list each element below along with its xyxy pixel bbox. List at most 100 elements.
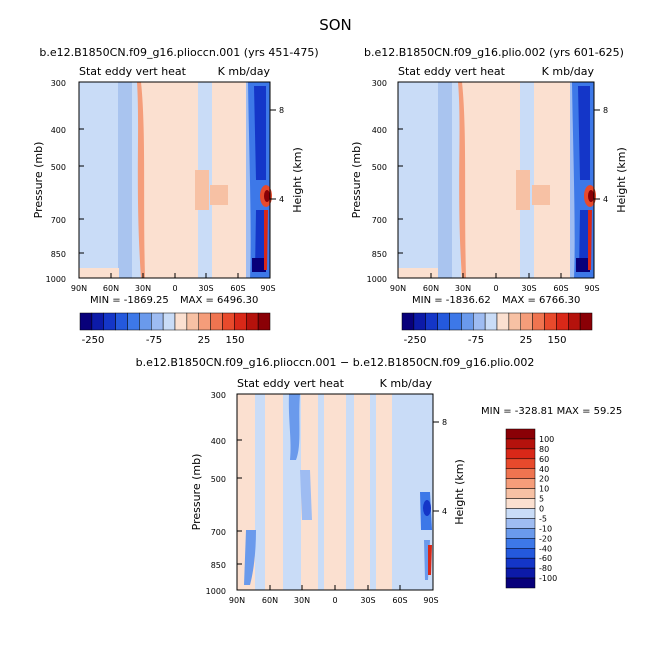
- colorbar-swatch: [505, 488, 536, 499]
- colorbar-swatch: [505, 448, 536, 460]
- field-band: [438, 82, 452, 278]
- y-tick-label: 500: [211, 475, 226, 484]
- panel-3-x-axis: 90N 60N 30N 0 30S 60S 90S: [229, 585, 439, 605]
- colorbar-swatch: [505, 557, 536, 569]
- x-tick-label: 60N: [423, 284, 439, 293]
- colorbar-label: 150: [547, 335, 566, 346]
- panel-3-y-axis: 300 400 500 700 850 1000 Pressure (mb): [190, 391, 242, 596]
- colorbar-swatch: [401, 312, 415, 331]
- colorbar-label: -250: [404, 335, 427, 346]
- panel-2-right-axis: 8 4 Height (km): [594, 106, 628, 213]
- colorbar-swatch: [484, 312, 498, 331]
- panel-2-min-label: MIN = -1836.62: [412, 295, 491, 306]
- field-feature: [264, 190, 270, 202]
- colorbar-swatch: [174, 312, 188, 331]
- season-title: SON: [319, 16, 352, 34]
- colorbar-label: -40: [539, 544, 552, 553]
- colorbar-swatch: [91, 312, 105, 331]
- right-tick-label: 8: [279, 106, 284, 115]
- right-tick-label: 8: [603, 106, 608, 115]
- colorbar-swatch: [505, 508, 536, 519]
- colorbar-label: -100: [539, 574, 557, 583]
- colorbar-swatch: [198, 312, 211, 331]
- colorbar-swatch: [505, 458, 536, 469]
- field-feature: [398, 268, 438, 278]
- panel-2-y-axis: 300 400 500 700 850 1000 Pressure (mb): [350, 79, 403, 284]
- colorbar-label: 20: [539, 475, 549, 484]
- colorbar-swatch: [222, 312, 235, 331]
- x-tick-label: 60S: [392, 596, 407, 605]
- colorbar-swatch: [508, 312, 522, 331]
- field-feature: [588, 210, 592, 270]
- y-tick-label: 300: [211, 391, 226, 400]
- colorbar-swatch: [246, 312, 259, 331]
- field-feature: [264, 210, 268, 270]
- right-axis-label: Height (km): [453, 459, 466, 525]
- colorbar-swatch: [505, 438, 536, 450]
- colorbar-swatch: [505, 498, 536, 509]
- panel-2-subtitle-right: K mb/day: [542, 65, 595, 78]
- colorbar-swatch: [449, 312, 462, 331]
- colorbar-swatch: [162, 312, 176, 331]
- panel-1-min-label: MIN = -1869.25: [90, 295, 169, 306]
- colorbar-swatch: [473, 312, 486, 331]
- field-feature: [254, 86, 266, 180]
- colorbar-swatch: [505, 577, 536, 589]
- field-feature: [288, 394, 300, 460]
- field-feature: [252, 258, 266, 272]
- x-tick-label: 90S: [260, 284, 275, 293]
- colorbar-label: 100: [539, 435, 554, 444]
- x-tick-label: 90N: [71, 284, 87, 293]
- panel-1-subtitle-left: Stat eddy vert heat: [79, 65, 187, 78]
- colorbar-swatch: [505, 428, 536, 440]
- y-tick-label: 1000: [46, 275, 66, 284]
- field-feature: [532, 185, 550, 205]
- field-feature: [423, 500, 431, 516]
- field-band: [534, 82, 570, 278]
- field-feature: [195, 170, 209, 210]
- y-tick-label: 400: [372, 126, 387, 135]
- field-band: [246, 82, 252, 278]
- panel-3-subtitle-left: Stat eddy vert heat: [237, 377, 345, 390]
- x-tick-label: 90N: [390, 284, 406, 293]
- colorbar-swatch: [579, 312, 593, 331]
- colorbar-label: -80: [539, 564, 552, 573]
- x-tick-label: 60N: [103, 284, 119, 293]
- panel-2: b.e12.B1850CN.f09_g16.plio.002 (yrs 601-…: [350, 46, 628, 346]
- field-feature: [588, 190, 594, 202]
- panel-3-colorbar: [505, 428, 536, 589]
- colorbar-label: 80: [539, 445, 549, 454]
- colorbar-swatch: [505, 538, 536, 549]
- colorbar-swatch: [505, 548, 536, 559]
- y-axis-label: Pressure (mb): [32, 142, 45, 219]
- field-band: [453, 82, 461, 278]
- field-feature: [210, 185, 228, 205]
- x-tick-label: 60S: [230, 284, 245, 293]
- colorbar-swatch: [520, 312, 533, 331]
- field-feature: [516, 170, 530, 210]
- colorbar-swatch: [505, 528, 536, 539]
- colorbar-swatch: [103, 312, 116, 331]
- x-tick-label: 0: [332, 596, 337, 605]
- field-feature: [579, 210, 590, 272]
- colorbar-label: 10: [539, 485, 549, 494]
- x-tick-label: 90N: [229, 596, 245, 605]
- field-feature: [137, 82, 145, 278]
- colorbar-swatch: [151, 312, 164, 331]
- field-feature: [255, 210, 266, 272]
- colorbar-swatch: [257, 312, 271, 331]
- colorbar-swatch: [496, 312, 510, 331]
- y-tick-label: 400: [211, 437, 226, 446]
- panel-2-title: b.e12.B1850CN.f09_g16.plio.002 (yrs 601-…: [364, 46, 624, 59]
- field-band: [392, 394, 416, 590]
- panel-1-right-axis: 8 4 Height (km): [270, 106, 304, 213]
- colorbar-swatch: [115, 312, 128, 331]
- panel-1-title: b.e12.B1850CN.f09_g16.plioccn.001 (yrs 4…: [39, 46, 318, 59]
- x-tick-label: 90S: [423, 596, 438, 605]
- panel-1-field: [78, 81, 272, 279]
- panel-2-x-axis: 90N 60N 30N 0 30S 60S 90S: [390, 273, 600, 293]
- x-tick-label: 0: [493, 284, 498, 293]
- x-tick-label: 60S: [553, 284, 568, 293]
- colorbar-swatch: [505, 468, 536, 479]
